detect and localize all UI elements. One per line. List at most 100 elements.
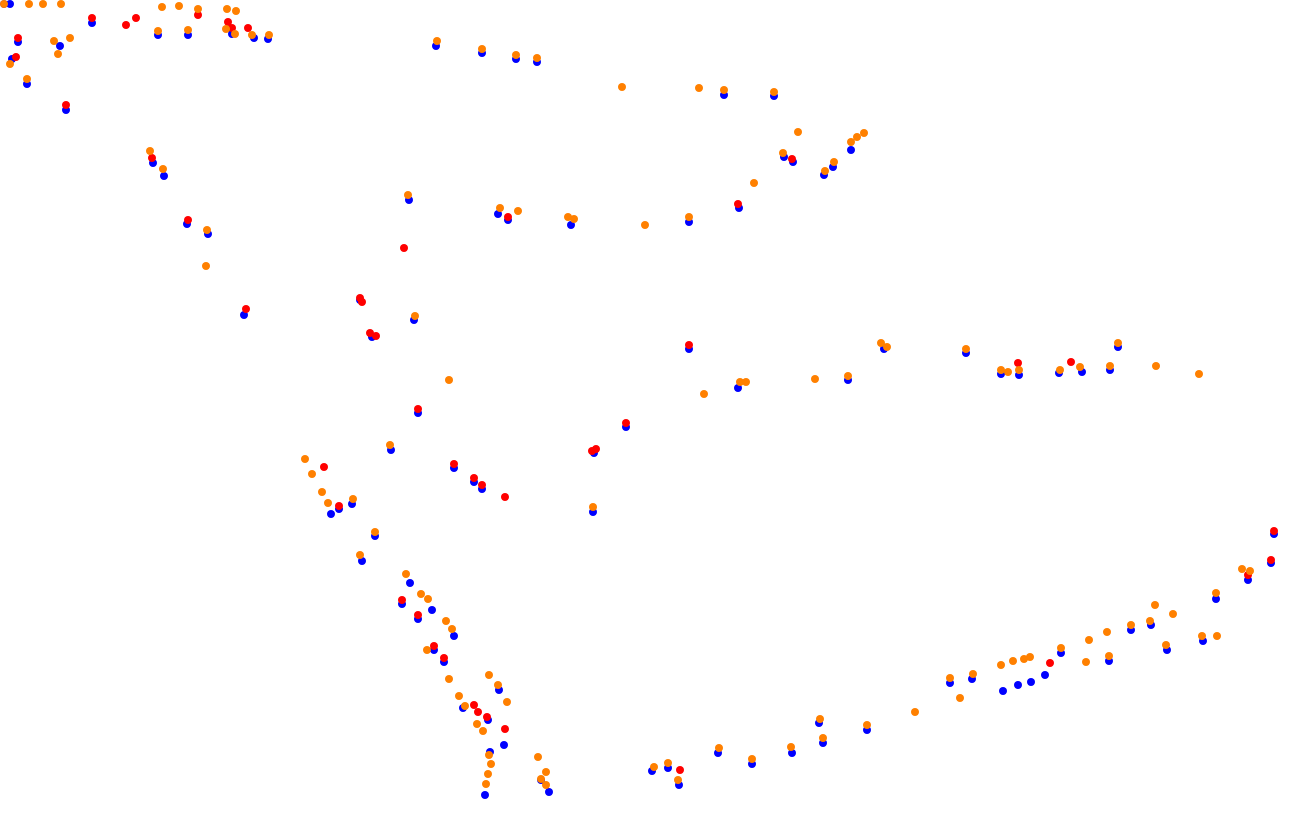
data-point <box>847 146 855 154</box>
data-point <box>308 470 316 478</box>
data-point <box>232 7 240 15</box>
data-point <box>485 751 493 759</box>
data-point <box>1270 527 1278 535</box>
data-point <box>184 216 192 224</box>
data-point <box>734 200 742 208</box>
data-point <box>356 551 364 559</box>
data-point <box>501 725 509 733</box>
data-point <box>911 708 919 716</box>
data-point <box>1026 653 1034 661</box>
data-point <box>1246 567 1254 575</box>
data-point <box>175 2 183 10</box>
data-point <box>715 744 723 752</box>
data-point <box>534 753 542 761</box>
data-point <box>1105 652 1113 660</box>
data-point <box>736 378 744 386</box>
data-point <box>398 596 406 604</box>
data-point <box>1114 339 1122 347</box>
data-point <box>265 31 273 39</box>
data-point <box>1127 621 1135 629</box>
data-point <box>248 31 256 39</box>
data-point <box>411 312 419 320</box>
data-point <box>997 366 1005 374</box>
data-point <box>414 611 422 619</box>
data-point <box>320 463 328 471</box>
data-point <box>664 759 672 767</box>
data-point <box>461 702 469 710</box>
data-point <box>1067 358 1075 366</box>
data-point <box>428 606 436 614</box>
data-point <box>442 617 450 625</box>
data-point <box>484 770 492 778</box>
data-point <box>589 503 597 511</box>
data-point <box>50 37 58 45</box>
data-point <box>542 768 550 776</box>
data-point <box>618 83 626 91</box>
data-point <box>450 460 458 468</box>
data-point <box>400 244 408 252</box>
data-point <box>1004 368 1012 376</box>
data-point <box>685 213 693 221</box>
data-point <box>483 713 491 721</box>
data-point <box>440 654 448 662</box>
data-point <box>57 0 65 8</box>
data-point <box>748 755 756 763</box>
data-point <box>194 11 202 19</box>
data-point <box>88 14 96 22</box>
data-point <box>66 34 74 42</box>
data-point <box>470 474 478 482</box>
data-point <box>478 45 486 53</box>
data-point <box>366 329 374 337</box>
data-point <box>496 204 504 212</box>
data-point <box>1076 363 1084 371</box>
data-point <box>474 708 482 716</box>
series-3 <box>0 0 1254 789</box>
data-point <box>450 632 458 640</box>
data-point <box>1212 589 1220 597</box>
data-point <box>570 215 578 223</box>
data-point <box>999 687 1007 695</box>
data-point <box>433 37 441 45</box>
data-point <box>592 445 600 453</box>
data-point <box>132 14 140 22</box>
data-point <box>14 34 22 42</box>
data-point <box>1009 657 1017 665</box>
data-point <box>1151 601 1159 609</box>
data-point <box>318 488 326 496</box>
data-point <box>1146 617 1154 625</box>
data-point <box>750 179 758 187</box>
data-point <box>202 262 210 270</box>
data-point <box>1238 565 1246 573</box>
data-point <box>223 5 231 13</box>
data-point <box>676 766 684 774</box>
data-point <box>512 51 520 59</box>
data-point <box>969 670 977 678</box>
data-point <box>1046 659 1054 667</box>
data-point <box>1027 678 1035 686</box>
series-2 <box>12 11 1278 774</box>
data-point <box>160 172 168 180</box>
data-point <box>1014 359 1022 367</box>
data-point <box>473 720 481 728</box>
data-point <box>448 625 456 633</box>
data-point <box>650 763 658 771</box>
data-point <box>700 390 708 398</box>
data-point <box>545 788 553 796</box>
data-point <box>514 207 522 215</box>
data-point <box>231 30 239 38</box>
data-point <box>537 775 545 783</box>
data-point <box>487 760 495 768</box>
data-point <box>821 167 829 175</box>
data-point <box>1082 658 1090 666</box>
data-point <box>159 165 167 173</box>
data-point <box>455 692 463 700</box>
data-point <box>787 743 795 751</box>
data-point <box>1014 681 1022 689</box>
data-point <box>1056 366 1064 374</box>
data-point <box>203 226 211 234</box>
data-point <box>482 780 490 788</box>
data-point <box>1198 632 1206 640</box>
data-point <box>853 133 861 141</box>
data-point <box>860 129 868 137</box>
data-point <box>503 698 511 706</box>
